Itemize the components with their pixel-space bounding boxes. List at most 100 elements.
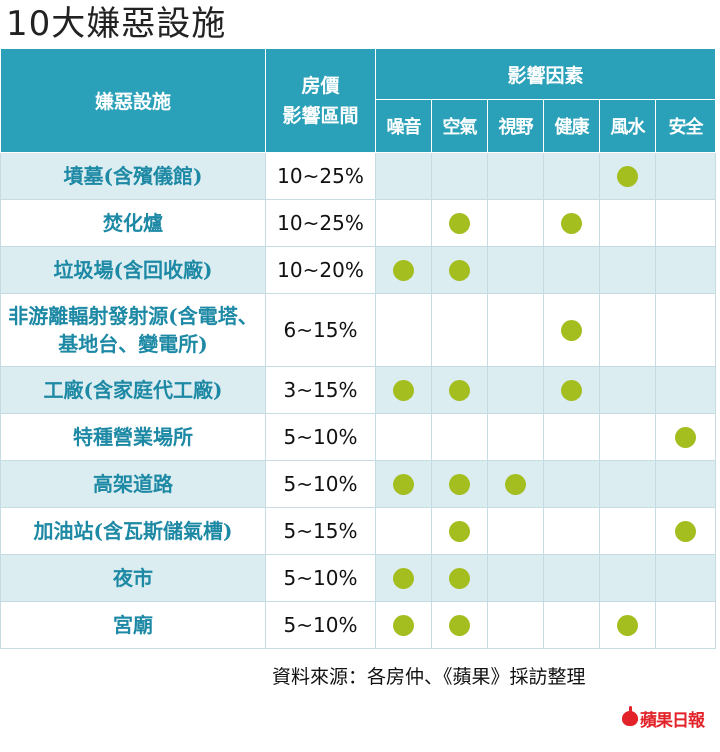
- apple-logo-icon: [622, 706, 638, 726]
- factor-cell: [599, 601, 656, 649]
- table-row: 焚化爐 10~25%: [0, 199, 717, 247]
- factor-cell: [654, 413, 717, 461]
- facility-name: 高架道路: [0, 460, 266, 508]
- factor-dot-marker: [449, 473, 470, 495]
- factor-dot-marker: [561, 212, 582, 234]
- factors-group-header: 影響因素: [374, 48, 717, 100]
- facility-name: 非游離輻射發射源(含電塔、基地台、變電所): [0, 293, 266, 367]
- factor-cell: [375, 601, 432, 649]
- price-range-header-line: 影響區間: [282, 104, 359, 127]
- price-range-value: 5~10%: [265, 460, 376, 508]
- factor-cell: [375, 246, 432, 294]
- factor-cell: [431, 152, 488, 200]
- price-range-value: 10~20%: [265, 246, 376, 294]
- factor-dot-marker: [617, 165, 638, 187]
- price-range-value: 10~25%: [265, 199, 376, 247]
- table-row: 特種營業場所 5~10%: [0, 413, 717, 461]
- facility-name: 工廠(含家庭代工廠): [0, 366, 266, 414]
- factor-cell: [543, 293, 600, 367]
- factor-cell: [487, 413, 544, 461]
- price-range-value: 5~10%: [265, 413, 376, 461]
- factor-cell: [599, 293, 656, 367]
- factor-cell: [543, 152, 600, 200]
- factor-cell: [487, 199, 544, 247]
- factor-cell: [487, 152, 544, 200]
- factor-cell: [543, 554, 600, 602]
- factor-cell: [487, 366, 544, 414]
- factor-cell: [375, 366, 432, 414]
- factor-cell: [654, 601, 717, 649]
- table-row: 夜市 5~10%: [0, 554, 717, 602]
- factor-cell: [599, 199, 656, 247]
- factor-cell: [543, 199, 600, 247]
- facility-table: 嫌惡設施 房價 影響區間 影響因素 噪音 空氣 視野 健康 風水 安全 墳墓(含殯儀館) 10…: [0, 48, 717, 649]
- logo-text: 蘋果日報: [640, 711, 705, 731]
- factor-cell: [431, 460, 488, 508]
- factor-dot-marker: [617, 614, 638, 636]
- factor-dot-marker: [675, 520, 697, 542]
- table-row: 宮廟 5~10%: [0, 601, 717, 649]
- factor-cell: [487, 293, 544, 367]
- table-row: 非游離輻射發射源(含電塔、基地台、變電所) 6~15%: [0, 293, 717, 367]
- factor-dot-marker: [449, 614, 470, 636]
- factor-cell: [654, 246, 717, 294]
- factor-cell: [431, 413, 488, 461]
- factor-cell: [599, 413, 656, 461]
- factor-cell: [375, 460, 432, 508]
- factor-cell: [599, 152, 656, 200]
- factor-dot-marker: [449, 259, 470, 281]
- table-row: 墳墓(含殯儀館) 10~25%: [0, 152, 717, 200]
- factor-dot-marker: [449, 567, 470, 589]
- facility-name: 宮廟: [0, 601, 266, 649]
- factor-cell: [543, 507, 600, 555]
- facility-name: 垃圾場(含回收廠): [0, 246, 266, 294]
- factor-dot-marker: [393, 379, 414, 401]
- facility-name: 夜市: [0, 554, 266, 602]
- facility-name: 加油站(含瓦斯儲氣槽): [0, 507, 266, 555]
- factor-dot-marker: [675, 426, 697, 448]
- factor-dot-marker: [393, 473, 414, 495]
- factor-cell: [431, 246, 488, 294]
- factor-dot-marker: [561, 319, 582, 341]
- factor-cell: [487, 601, 544, 649]
- factor-cell: [431, 199, 488, 247]
- factor-cell: [599, 507, 656, 555]
- factor-cell: [599, 554, 656, 602]
- price-range-value: 6~15%: [265, 293, 376, 367]
- factor-cell: [543, 366, 600, 414]
- factor-cell: [487, 460, 544, 508]
- factor-cell: [654, 460, 717, 508]
- facility-column-header: 嫌惡設施: [0, 48, 266, 153]
- factor-cell: [431, 554, 488, 602]
- factor-dot-marker: [505, 473, 526, 495]
- price-range-value: 3~15%: [265, 366, 376, 414]
- factor-cell: [543, 413, 600, 461]
- price-range-value: 5~15%: [265, 507, 376, 555]
- factor-cell: [431, 601, 488, 649]
- factor-cell: [654, 507, 717, 555]
- price-range-value: 5~10%: [265, 601, 376, 649]
- factor-header: 健康: [543, 99, 600, 153]
- table-row: 垃圾場(含回收廠) 10~20%: [0, 246, 717, 294]
- factor-cell: [654, 152, 717, 200]
- table-row: 加油站(含瓦斯儲氣槽) 5~15%: [0, 507, 717, 555]
- factor-cell: [654, 554, 717, 602]
- factor-cell: [543, 460, 600, 508]
- factor-dot-marker: [393, 567, 414, 589]
- factor-dot-marker: [449, 520, 470, 542]
- page-title: 10大嫌惡設施: [6, 4, 227, 44]
- factor-dot-marker: [561, 379, 582, 401]
- factor-cell: [654, 366, 717, 414]
- factor-cell: [543, 601, 600, 649]
- facility-name: 特種營業場所: [0, 413, 266, 461]
- factor-cell: [487, 554, 544, 602]
- factor-cell: [599, 366, 656, 414]
- factor-header: 風水: [599, 99, 656, 153]
- price-range-column-header: 房價 影響區間: [265, 48, 376, 153]
- factor-dot-marker: [393, 259, 414, 281]
- factor-header: 噪音: [375, 99, 432, 153]
- factor-cell: [543, 246, 600, 294]
- factor-cell: [487, 246, 544, 294]
- factor-cell: [375, 507, 432, 555]
- table-row: 高架道路 5~10%: [0, 460, 717, 508]
